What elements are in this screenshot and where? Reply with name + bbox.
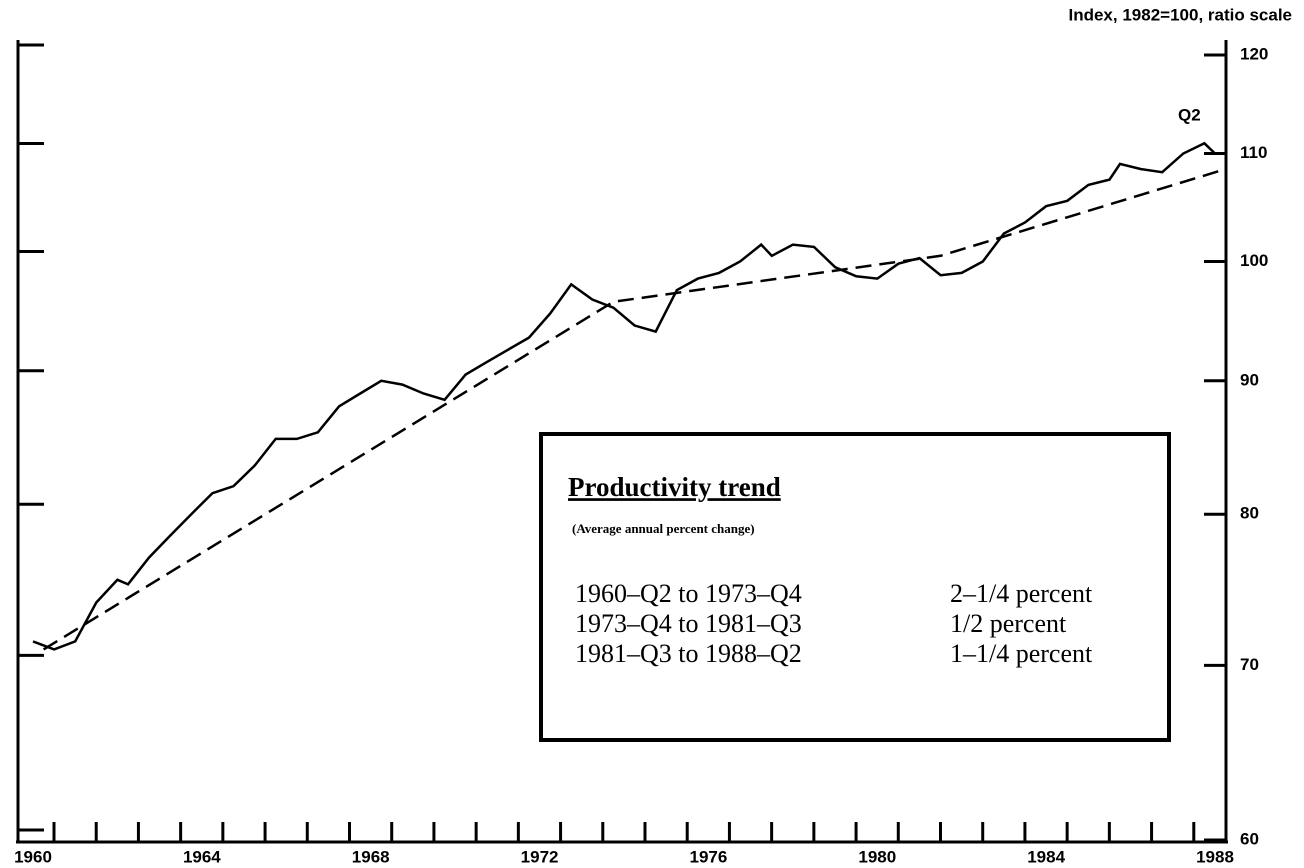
box-row-text: 1973–Q4 to 1981–Q3 <box>575 609 802 638</box>
box-row-text: 1960–Q2 to 1973–Q4 <box>575 579 802 608</box>
box-row-text: 1981–Q3 to 1988–Q2 <box>575 639 802 668</box>
y-tick-label: 110 <box>1240 143 1267 162</box>
y-tick-label: 90 <box>1240 370 1259 389</box>
x-tick-label: 1984 <box>1027 847 1065 866</box>
x-tick-label: 1964 <box>183 847 221 866</box>
box-row-text: 1/2 percent <box>950 609 1067 638</box>
y-tick-label: 120 <box>1240 44 1268 63</box>
x-tick-label: 1976 <box>690 847 728 866</box>
x-tick-label: 1968 <box>352 847 390 866</box>
axis-label: Index, 1982=100, ratio scale <box>1068 5 1292 24</box>
box-title: Productivity trend <box>568 472 781 502</box>
x-tick-label: 1972 <box>521 847 559 866</box>
y-tick-label: 100 <box>1240 251 1268 270</box>
y-tick-label: 80 <box>1240 504 1259 523</box>
data-line <box>32 141 1226 651</box>
y-tick-label: 60 <box>1240 829 1259 848</box>
box-subtitle: (Average annual percent change) <box>572 521 755 536</box>
x-tick-label: 1960 <box>14 847 52 866</box>
annotation: Q2 <box>1178 105 1201 124</box>
box-rows: 1960–Q2 to 1973–Q4 2–1/4 percent 1973–Q4 t… <box>575 579 1093 668</box>
x-tick-label: 1988 <box>1196 847 1234 866</box>
box-row-text: 2–1/4 percent <box>950 579 1093 608</box>
box-row-text: 1–1/4 percent <box>950 639 1093 668</box>
x-tick-label: 1980 <box>858 847 896 866</box>
legend-box <box>539 432 1171 742</box>
y-tick-label: 70 <box>1240 655 1259 674</box>
